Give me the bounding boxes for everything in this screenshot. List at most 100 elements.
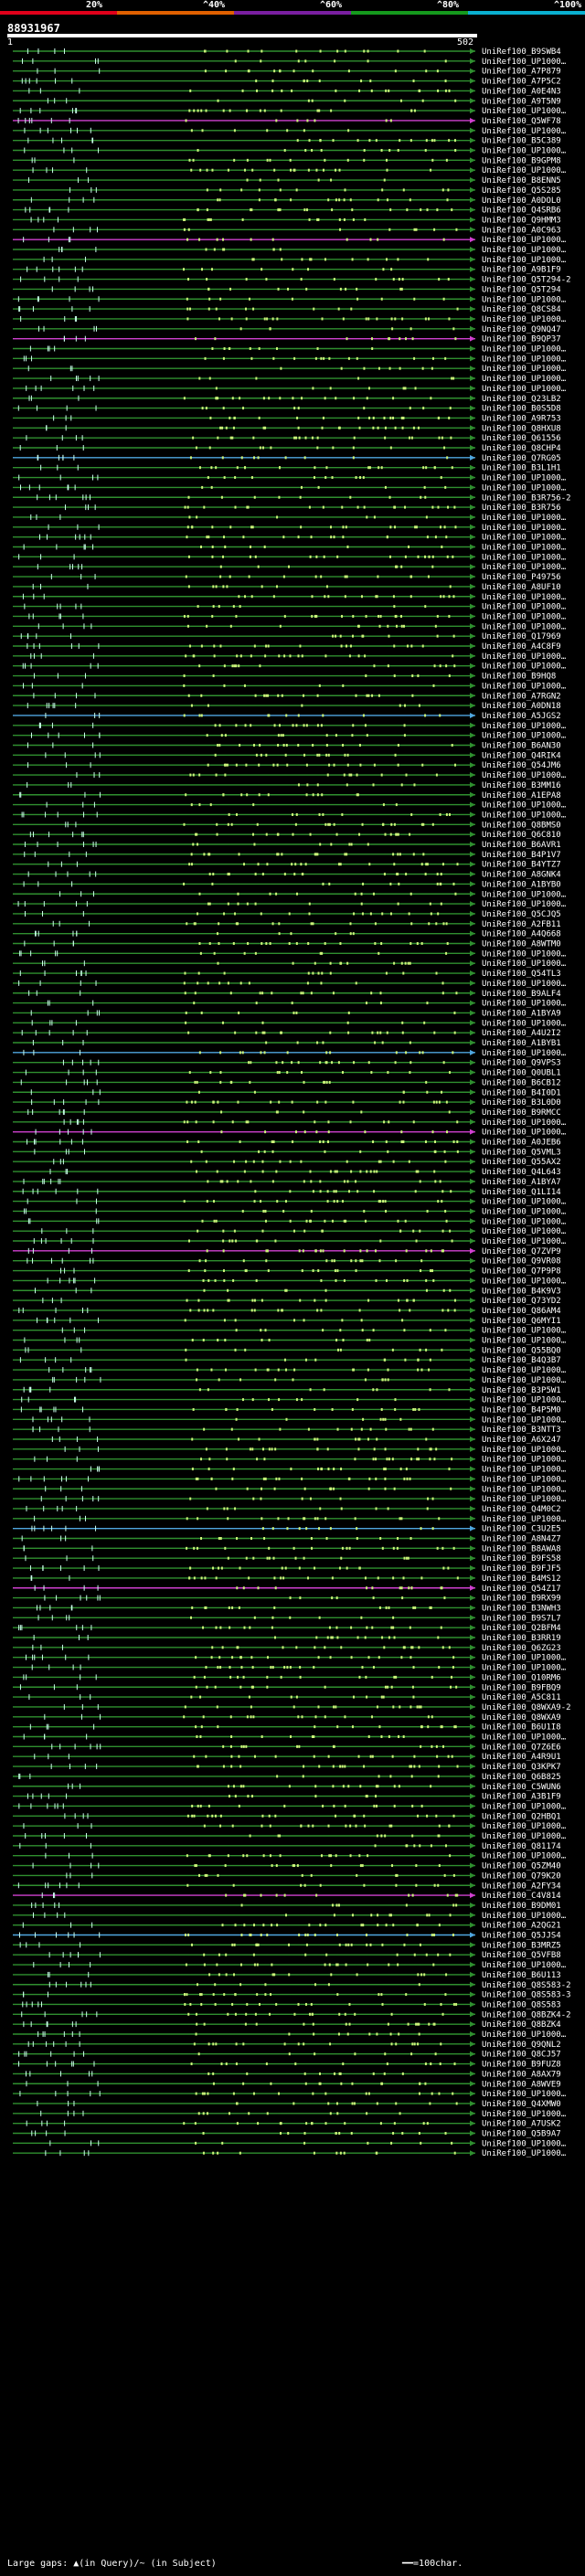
hit-label[interactable]: UniRef100_B8AWA8 [482, 1544, 561, 1553]
hit-label[interactable]: UniRef100_B6AN30 [482, 742, 561, 751]
hit-label[interactable]: UniRef100_Q8BZK4-2 [482, 2010, 571, 2019]
hit-label[interactable]: UniRef100_UP1000… [482, 593, 567, 602]
hit-label[interactable]: UniRef100_A8WTM0 [482, 940, 561, 949]
hit-label[interactable]: UniRef100_UP1000… [482, 246, 567, 255]
hit-label[interactable]: UniRef100_UP1000… [482, 682, 567, 691]
hit-label[interactable]: UniRef100_A1BYA9 [482, 1009, 561, 1018]
hit-label[interactable]: UniRef100_A2QG21 [482, 1922, 561, 1931]
hit-label[interactable]: UniRef100_UP1000… [482, 236, 567, 245]
hit-label[interactable]: UniRef100_Q6ZG23 [482, 1644, 561, 1653]
hit-label[interactable]: UniRef100_A7P879 [482, 68, 561, 77]
hit-label[interactable]: UniRef100_P49756 [482, 573, 561, 582]
hit-label[interactable]: UniRef100_B9S7L7 [482, 1614, 561, 1623]
hit-label[interactable]: UniRef100_UP1000… [482, 1485, 567, 1494]
hit-label[interactable]: UniRef100_UP1000… [482, 1664, 567, 1673]
hit-label[interactable]: UniRef100_B0S5D8 [482, 405, 561, 414]
hit-label[interactable]: UniRef100_UP1000… [482, 1852, 567, 1861]
hit-label[interactable]: UniRef100_B4I0D1 [482, 1088, 561, 1097]
hit-label[interactable]: UniRef100_B8ENN5 [482, 176, 561, 186]
hit-label[interactable]: UniRef100_B6AVR1 [482, 841, 561, 850]
hit-label[interactable]: UniRef100_Q81174 [482, 1842, 561, 1851]
hit-label[interactable]: UniRef100_UP1000… [482, 1733, 567, 1743]
hit-label[interactable]: UniRef100_UP1000… [482, 345, 567, 355]
hit-label[interactable]: UniRef100_UP1000… [482, 1415, 567, 1425]
hit-label[interactable]: UniRef100_B9FJF5 [482, 1564, 561, 1574]
hit-label[interactable]: UniRef100_Q5ZM40 [482, 1862, 561, 1871]
hit-label[interactable]: UniRef100_Q2HBQ1 [482, 1812, 561, 1821]
hit-label[interactable]: UniRef100_Q8CHP4 [482, 444, 561, 453]
hit-label[interactable]: UniRef100_Q4SRB6 [482, 207, 561, 216]
hit-label[interactable]: UniRef100_UP1000… [482, 483, 567, 493]
hit-label[interactable]: UniRef100_UP1000… [482, 514, 567, 523]
hit-label[interactable]: UniRef100_B3NWH3 [482, 1604, 561, 1613]
hit-label[interactable]: UniRef100_B6CB12 [482, 1078, 561, 1087]
hit-label[interactable]: UniRef100_A4C8F9 [482, 642, 561, 652]
hit-label[interactable]: UniRef100_B9FS58 [482, 1554, 561, 1564]
hit-label[interactable]: UniRef100_UP1000… [482, 1277, 567, 1286]
hit-label[interactable]: UniRef100_Q2BFM4 [482, 1624, 561, 1633]
hit-label[interactable]: UniRef100_UP1000… [482, 890, 567, 899]
hit-label[interactable]: UniRef100_UP1000… [482, 1227, 567, 1236]
hit-label[interactable]: UniRef100_UP1000… [482, 544, 567, 553]
hit-label[interactable]: UniRef100_UP1000… [482, 147, 567, 156]
hit-label[interactable]: UniRef100_UP1000… [482, 1118, 567, 1128]
hit-label[interactable]: UniRef100_UP1000… [482, 1366, 567, 1375]
hit-label[interactable]: UniRef100_A8GNK4 [482, 871, 561, 880]
hit-label[interactable]: UniRef100_B4P1V7 [482, 851, 561, 860]
hit-label[interactable]: UniRef100_B9HQ8 [482, 673, 556, 682]
hit-label[interactable]: UniRef100_A7P5C2 [482, 78, 561, 87]
hit-label[interactable]: UniRef100_A0C963 [482, 226, 561, 235]
hit-label[interactable]: UniRef100_Q4L643 [482, 1168, 561, 1177]
hit-label[interactable]: UniRef100_Q55BQ0 [482, 1346, 561, 1355]
hit-label[interactable]: UniRef100_B9FUZ8 [482, 2061, 561, 2070]
hit-label[interactable]: UniRef100_UP1000… [482, 107, 567, 116]
hit-label[interactable]: UniRef100_UP1000… [482, 771, 567, 780]
hit-label[interactable]: UniRef100_A5JGS2 [482, 712, 561, 721]
hit-label[interactable]: UniRef100_UP1000… [482, 1207, 567, 1216]
hit-label[interactable]: UniRef100_B9QP37 [482, 335, 561, 345]
hit-label[interactable]: UniRef100_UP1000… [482, 1337, 567, 1346]
hit-label[interactable]: UniRef100_Q10RM6 [482, 1673, 561, 1682]
hit-label[interactable]: UniRef100_A2FB11 [482, 920, 561, 929]
hit-label[interactable]: UniRef100_C3U2E5 [482, 1525, 561, 1534]
hit-label[interactable]: UniRef100_A4U2I2 [482, 1029, 561, 1038]
hit-label[interactable]: UniRef100_Q54JM6 [482, 761, 561, 770]
hit-label[interactable]: UniRef100_A9R753 [482, 414, 561, 423]
hit-label[interactable]: UniRef100_UP1000… [482, 949, 567, 959]
hit-label[interactable]: UniRef100_UP1000… [482, 2110, 567, 2119]
hit-label[interactable]: UniRef100_UP1000… [482, 1495, 567, 1504]
hit-label[interactable]: UniRef100_A2FY34 [482, 1882, 561, 1891]
hit-label[interactable]: UniRef100_B4MS12 [482, 1574, 561, 1584]
hit-label[interactable]: UniRef100_Q73YD2 [482, 1297, 561, 1306]
hit-label[interactable]: UniRef100_A5C811 [482, 1693, 561, 1702]
hit-label[interactable]: UniRef100_UP1000… [482, 652, 567, 662]
hit-label[interactable]: UniRef100_B9DM01 [482, 1902, 561, 1911]
hit-label[interactable]: UniRef100_UP1000… [482, 355, 567, 364]
hit-label[interactable]: UniRef100_UP1000… [482, 1961, 567, 1970]
hit-label[interactable]: UniRef100_Q6C810 [482, 831, 561, 840]
hit-label[interactable]: UniRef100_UP1000… [482, 1515, 567, 1524]
hit-label[interactable]: UniRef100_B6U113 [482, 1971, 561, 1980]
hit-label[interactable]: UniRef100_A3B1F9 [482, 1793, 561, 1802]
hit-label[interactable]: UniRef100_A4R9U1 [482, 1753, 561, 1762]
hit-label[interactable]: UniRef100_A6X247 [482, 1436, 561, 1445]
hit-label[interactable]: UniRef100_Q3KPK7 [482, 1763, 561, 1772]
hit-label[interactable]: UniRef100_UP1000… [482, 1912, 567, 1921]
hit-label[interactable]: UniRef100_Q6B825 [482, 1773, 561, 1782]
hit-label[interactable]: UniRef100_UP1000… [482, 563, 567, 572]
hit-label[interactable]: UniRef100_A8UF10 [482, 583, 561, 592]
hit-label[interactable]: UniRef100_B3P5W1 [482, 1386, 561, 1395]
hit-label[interactable]: UniRef100_Q8S583-3 [482, 1991, 571, 2000]
hit-label[interactable]: UniRef100_UP1000… [482, 603, 567, 612]
hit-label[interactable]: UniRef100_Q9VR08 [482, 1257, 561, 1267]
hit-label[interactable]: UniRef100_UP1000… [482, 1832, 567, 1841]
hit-label[interactable]: UniRef100_Q1LI14 [482, 1188, 561, 1197]
hit-label[interactable]: UniRef100_Q5S285 [482, 186, 561, 196]
hit-label[interactable]: UniRef100_B3NTT3 [482, 1426, 561, 1435]
hit-label[interactable]: UniRef100_A8WVE9 [482, 2080, 561, 2089]
hit-label[interactable]: UniRef100_Q9HMM3 [482, 216, 561, 225]
hit-label[interactable]: UniRef100_A0JEB6 [482, 1139, 561, 1148]
hit-label[interactable]: UniRef100_UP1000… [482, 127, 567, 136]
hit-label[interactable]: UniRef100_UP1000… [482, 58, 567, 67]
hit-label[interactable]: UniRef100_B9ALF4 [482, 990, 561, 999]
